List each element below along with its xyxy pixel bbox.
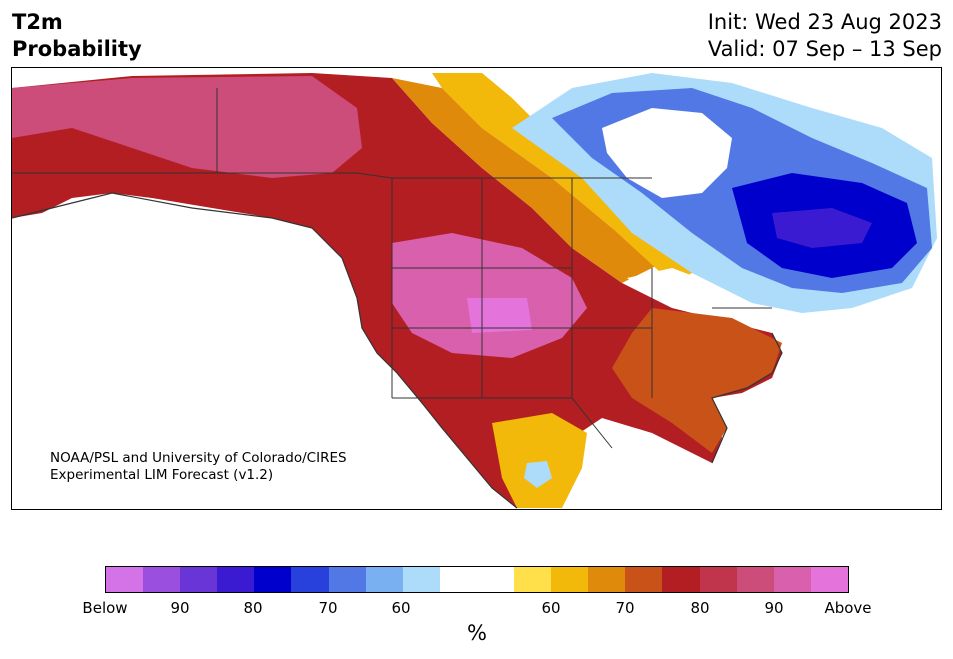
legend-tick: Above [824,599,872,617]
legend-swatch [514,567,552,592]
init-date: Init: Wed 23 Aug 2023 [707,10,942,34]
legend-tick: 60 [391,599,411,617]
southeast-orange [612,308,782,453]
legend-swatch [551,567,589,592]
legend-swatch [810,567,848,592]
cold-core [772,208,872,248]
legend-swatch [106,567,144,592]
great-lakes [627,268,732,308]
legend-tick: Below [82,599,128,617]
legend-swatch [736,567,774,592]
legend-tick: 80 [690,599,710,617]
warm-center-pink [392,233,587,358]
mexico-yellow [492,413,587,508]
map-credit: NOAA/PSL and University of Colorado/CIRE… [50,450,347,484]
valid-range: Valid: 07 Sep – 13 Sep [707,37,942,61]
title-variable: T2m [12,10,63,34]
probability-map [12,68,941,509]
legend-swatch [588,567,626,592]
legend-swatch [143,567,181,592]
legend-tick: 90 [170,599,190,617]
forecast-map: NOAA/PSL and University of Colorado/CIRE… [11,67,942,510]
warm-center-peak [467,298,532,333]
legend-swatch [254,567,292,592]
title-kind: Probability [12,37,142,61]
orange-band [392,78,662,283]
hudson-bay [602,108,732,198]
political-borders [12,88,772,449]
legend-swatch [773,567,811,592]
warm-pink-region [12,76,362,178]
legend-swatch [662,567,700,592]
legend-swatch [402,567,440,592]
legend-tick: 90 [764,599,784,617]
legend-tick: 70 [615,599,635,617]
mexico-blue-spot [524,461,552,488]
forecast-dates: Init: Wed 23 Aug 2023 Valid: 07 Sep – 13… [708,9,942,63]
legend-tick: 60 [541,599,561,617]
coastlines [12,192,783,509]
credit-institutions: NOAA/PSL and University of Colorado/CIRE… [50,450,347,466]
legend-swatch [365,567,403,592]
legend-swatch [180,567,218,592]
color-legend [105,566,849,593]
legend-swatch [625,567,663,592]
legend-tick: 80 [243,599,263,617]
legend-swatch [476,567,515,592]
legend-tick: 70 [318,599,338,617]
legend-swatch [217,567,255,592]
legend-swatch [328,567,366,592]
legend-swatch [439,567,477,592]
legend-swatch [291,567,329,592]
legend-swatch [699,567,737,592]
credit-model: Experimental LIM Forecast (v1.2) [50,467,274,483]
map-title: T2m Probability [12,9,142,63]
legend-unit: % [467,621,487,645]
